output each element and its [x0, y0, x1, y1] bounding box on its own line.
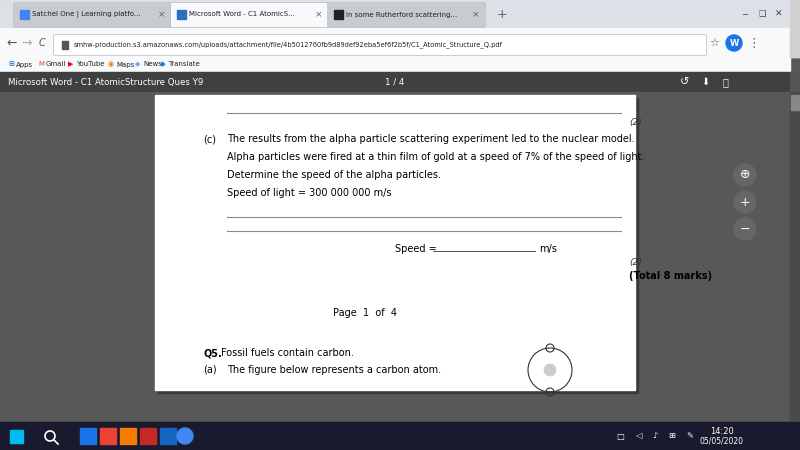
- Text: ✕: ✕: [775, 9, 782, 18]
- Bar: [0, 92, 800, 422]
- Circle shape: [544, 364, 556, 376]
- Bar: [0, 0, 800, 28]
- Bar: [790, 92, 800, 422]
- Text: C: C: [38, 38, 46, 48]
- Bar: [80, 428, 96, 444]
- FancyBboxPatch shape: [54, 35, 706, 55]
- Text: ♪: ♪: [652, 432, 658, 441]
- Text: 14:20: 14:20: [710, 427, 734, 436]
- Bar: [177, 10, 186, 19]
- Text: ⬇: ⬇: [701, 77, 709, 87]
- Text: −: −: [740, 222, 750, 235]
- Bar: [155, 335, 635, 390]
- Text: ⎙: ⎙: [722, 77, 728, 87]
- Text: +: +: [497, 9, 507, 22]
- Bar: [791, 95, 799, 110]
- Text: Speed =: Speed =: [395, 244, 440, 254]
- Bar: [160, 428, 176, 444]
- Text: ←: ←: [6, 36, 18, 50]
- Bar: [155, 95, 635, 335]
- Bar: [0, 28, 800, 57]
- Bar: [790, 0, 800, 57]
- Text: ◁: ◁: [634, 432, 642, 441]
- Text: YouTube: YouTube: [76, 62, 105, 68]
- Text: Determine the speed of the alpha particles.: Determine the speed of the alpha particl…: [227, 170, 441, 180]
- Text: ⊕: ⊕: [740, 168, 750, 181]
- Text: Gmail: Gmail: [46, 62, 66, 68]
- Text: ─: ─: [742, 9, 747, 18]
- Text: M: M: [38, 62, 44, 68]
- Text: W: W: [730, 39, 738, 48]
- Bar: [0, 57, 790, 72]
- Text: 1 / 4: 1 / 4: [386, 77, 405, 86]
- Text: (2): (2): [629, 258, 642, 267]
- Text: News: News: [143, 62, 162, 68]
- Text: ×: ×: [158, 10, 166, 19]
- Text: ×: ×: [472, 10, 480, 19]
- Bar: [10, 437, 16, 443]
- Bar: [158, 98, 638, 338]
- Text: The figure below represents a carbon atom.: The figure below represents a carbon ato…: [227, 365, 441, 375]
- Text: Translate: Translate: [168, 62, 200, 68]
- Bar: [100, 428, 116, 444]
- Text: Alpha particles were fired at a thin film of gold at a speed of 7% of the speed : Alpha particles were fired at a thin fil…: [227, 152, 645, 162]
- Circle shape: [734, 164, 756, 186]
- Circle shape: [734, 218, 756, 240]
- Bar: [10, 430, 16, 436]
- Bar: [158, 338, 638, 393]
- Text: (Total 8 marks): (Total 8 marks): [629, 271, 712, 281]
- FancyBboxPatch shape: [170, 3, 329, 27]
- Bar: [0, 72, 790, 92]
- Text: ☆: ☆: [709, 38, 719, 48]
- Text: (2): (2): [629, 118, 642, 127]
- Text: Page  1  of  4: Page 1 of 4: [333, 308, 397, 318]
- FancyBboxPatch shape: [14, 3, 171, 27]
- Bar: [790, 72, 800, 92]
- Text: (c): (c): [203, 134, 216, 144]
- Bar: [140, 428, 156, 444]
- Text: ❑: ❑: [758, 9, 766, 18]
- Bar: [20, 10, 29, 19]
- Text: ◆: ◆: [160, 62, 166, 68]
- Text: Speed of light = 300 000 000 m/s: Speed of light = 300 000 000 m/s: [227, 188, 391, 198]
- Bar: [17, 430, 23, 436]
- Bar: [334, 10, 343, 19]
- Text: ↺: ↺: [680, 77, 690, 87]
- Text: ✎: ✎: [686, 432, 694, 441]
- Text: Microsoft Word - C1 AtomicS...: Microsoft Word - C1 AtomicS...: [189, 12, 295, 18]
- Text: →: →: [22, 36, 32, 50]
- Text: (a): (a): [203, 365, 217, 375]
- Text: Maps: Maps: [116, 62, 134, 68]
- Circle shape: [734, 191, 756, 213]
- Text: ⊞: ⊞: [8, 62, 14, 68]
- Text: In some Rutherford scattering...: In some Rutherford scattering...: [346, 12, 458, 18]
- Text: Apps: Apps: [16, 62, 33, 68]
- Bar: [62, 41, 68, 49]
- Text: ⊞: ⊞: [669, 432, 675, 441]
- Text: □: □: [616, 432, 624, 441]
- Text: Q5.: Q5.: [203, 348, 222, 358]
- Bar: [120, 428, 136, 444]
- Text: m/s: m/s: [539, 244, 557, 254]
- Text: The results from the alpha particle scattering experiment led to the nuclear mod: The results from the alpha particle scat…: [227, 134, 634, 144]
- Circle shape: [726, 35, 742, 51]
- Text: ◈: ◈: [135, 62, 140, 68]
- Text: ◉: ◉: [108, 62, 114, 68]
- Text: Microsoft Word - C1 AtomicStructure Ques Y9: Microsoft Word - C1 AtomicStructure Ques…: [8, 77, 203, 86]
- Text: +: +: [740, 195, 750, 208]
- Circle shape: [177, 428, 193, 444]
- Bar: [17, 437, 23, 443]
- FancyBboxPatch shape: [327, 3, 486, 27]
- Text: Fossil fuels contain carbon.: Fossil fuels contain carbon.: [221, 348, 354, 358]
- Bar: [0, 422, 800, 450]
- Text: Satchel One | Learning platfo...: Satchel One | Learning platfo...: [32, 11, 141, 18]
- Text: 05/05/2020: 05/05/2020: [700, 436, 744, 446]
- Text: ▶: ▶: [68, 62, 74, 68]
- Text: ⋮: ⋮: [748, 36, 760, 50]
- Text: smhw-production.s3.amazonaws.com/uploads/attachment/file/4b5012760fb9d89def92eba: smhw-production.s3.amazonaws.com/uploads…: [74, 42, 503, 49]
- Text: ×: ×: [315, 10, 322, 19]
- Bar: [155, 337, 635, 347]
